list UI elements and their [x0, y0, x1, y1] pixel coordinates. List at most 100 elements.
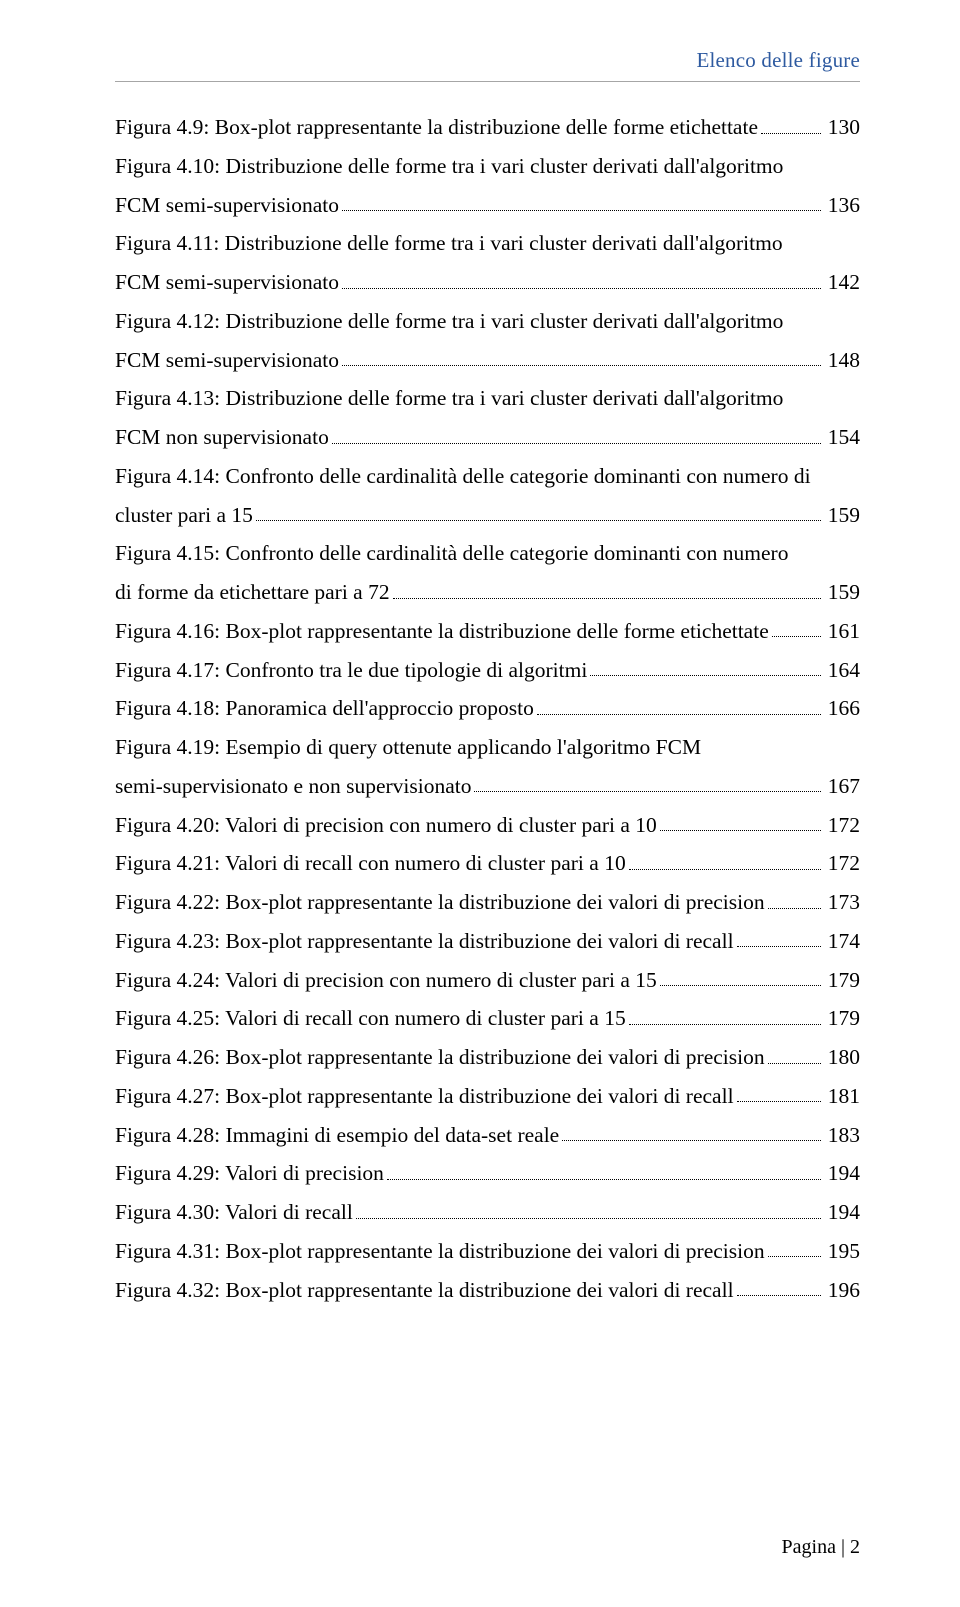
toc-entry-text: Figura 4.17: Confronto tra le due tipolo… [115, 659, 587, 682]
toc-entry: Figura 4.18: Panoramica dell'approccio p… [115, 697, 860, 720]
toc-entry-text: Figura 4.18: Panoramica dell'approccio p… [115, 697, 534, 720]
toc-entry-page: 167 [824, 775, 860, 798]
toc-entry-text: Figura 4.27: Box-plot rappresentante la … [115, 1085, 734, 1108]
toc-entry: Figura 4.29: Valori di precision 194 [115, 1162, 860, 1185]
toc-entry: Figura 4.28: Immagini di esempio del dat… [115, 1124, 860, 1147]
toc-entry-line1: Figura 4.10: Distribuzione delle forme t… [115, 155, 860, 178]
toc-entry: Figura 4.24: Valori di precision con num… [115, 969, 860, 992]
toc-entry-text: Figura 4.29: Valori di precision [115, 1162, 384, 1185]
toc-leader [629, 868, 821, 870]
toc-entry-line1: Figura 4.12: Distribuzione delle forme t… [115, 310, 860, 333]
toc-leader [768, 907, 821, 909]
toc-leader [393, 597, 821, 599]
footer-page-number: 2 [850, 1536, 860, 1558]
toc-leader [537, 713, 821, 715]
toc-entry-text: semi-supervisionato e non supervisionato [115, 775, 471, 798]
toc-entry: Figura 4.13: Distribuzione delle forme t… [115, 387, 860, 448]
toc-leader [342, 209, 821, 211]
footer-separator: | [841, 1536, 850, 1558]
toc-entry-text: FCM semi-supervisionato [115, 194, 339, 217]
toc-entry-line2: FCM semi-supervisionato 148 [115, 349, 860, 372]
toc-entry: Figura 4.22: Box-plot rappresentante la … [115, 891, 860, 914]
toc-entry: Figura 4.21: Valori di recall con numero… [115, 852, 860, 875]
toc-entry-page: 172 [824, 852, 860, 875]
toc-entry-text: Figura 4.20: Valori di precision con num… [115, 814, 657, 837]
toc-entry-page: 166 [824, 697, 860, 720]
toc-entry: Figura 4.30: Valori di recall194 [115, 1201, 860, 1224]
toc-entry: Figura 4.9: Box-plot rappresentante la d… [115, 116, 860, 139]
toc-entry-text: Figura 4.23: Box-plot rappresentante la … [115, 930, 734, 953]
toc-entry-page: 172 [824, 814, 860, 837]
toc-entry: Figura 4.14: Confronto delle cardinalità… [115, 465, 860, 526]
toc-leader [562, 1139, 821, 1141]
toc-leader [387, 1178, 821, 1180]
toc-entry-page: 174 [824, 930, 860, 953]
list-of-figures: Figura 4.9: Box-plot rappresentante la d… [115, 116, 860, 1301]
toc-entry: Figura 4.31: Box-plot rappresentante la … [115, 1240, 860, 1263]
toc-leader [768, 1062, 821, 1064]
toc-entry-line2: semi-supervisionato e non supervisionato… [115, 775, 860, 798]
toc-entry: Figura 4.10: Distribuzione delle forme t… [115, 155, 860, 216]
toc-entry-page: 194 [824, 1162, 860, 1185]
toc-entry: Figura 4.11: Distribuzione delle forme t… [115, 232, 860, 293]
toc-entry-page: 136 [824, 194, 860, 217]
toc-leader [590, 674, 820, 676]
toc-leader [356, 1217, 821, 1219]
toc-entry-text: FCM semi-supervisionato [115, 349, 339, 372]
toc-entry-page: 179 [824, 1007, 860, 1030]
page-container: Elenco delle figure Figura 4.9: Box-plot… [0, 0, 960, 1607]
toc-leader [332, 442, 821, 444]
toc-entry-page: 183 [824, 1124, 860, 1147]
toc-entry-line2: cluster pari a 15159 [115, 504, 860, 527]
toc-entry-text: Figura 4.24: Valori di precision con num… [115, 969, 657, 992]
toc-entry-text: Figura 4.22: Box-plot rappresentante la … [115, 891, 765, 914]
toc-entry-page: 164 [824, 659, 860, 682]
toc-entry-text: FCM non supervisionato [115, 426, 329, 449]
toc-entry-line2: FCM semi-supervisionato 136 [115, 194, 860, 217]
footer-prefix: Pagina [782, 1536, 841, 1558]
toc-entry-line2: di forme da etichettare pari a 72 159 [115, 581, 860, 604]
toc-entry-page: 154 [824, 426, 860, 449]
toc-entry-text: Figura 4.32: Box-plot rappresentante la … [115, 1279, 734, 1302]
toc-leader [660, 984, 821, 986]
toc-entry: Figura 4.25: Valori di recall con numero… [115, 1007, 860, 1030]
toc-leader [660, 829, 821, 831]
toc-entry-page: 161 [824, 620, 860, 643]
toc-entry: Figura 4.32: Box-plot rappresentante la … [115, 1279, 860, 1302]
toc-entry-page: 159 [824, 581, 860, 604]
toc-entry: Figura 4.19: Esempio di query ottenute a… [115, 736, 860, 797]
toc-entry-page: 148 [824, 349, 860, 372]
toc-entry-page: 159 [824, 504, 860, 527]
toc-entry-line2: FCM non supervisionato 154 [115, 426, 860, 449]
toc-entry-text: di forme da etichettare pari a 72 [115, 581, 390, 604]
toc-entry: Figura 4.20: Valori di precision con num… [115, 814, 860, 837]
toc-entry-text: Figura 4.31: Box-plot rappresentante la … [115, 1240, 765, 1263]
toc-leader [474, 790, 820, 792]
page-footer: Pagina | 2 [782, 1536, 860, 1559]
toc-entry: Figura 4.17: Confronto tra le due tipolo… [115, 659, 860, 682]
toc-leader [737, 1294, 821, 1296]
toc-leader [737, 945, 821, 947]
toc-entry-line1: Figura 4.11: Distribuzione delle forme t… [115, 232, 860, 255]
toc-entry-line1: Figura 4.14: Confronto delle cardinalità… [115, 465, 860, 488]
toc-leader [761, 132, 821, 134]
toc-entry: Figura 4.15: Confronto delle cardinalità… [115, 542, 860, 603]
toc-entry-text: Figura 4.30: Valori di recall [115, 1201, 353, 1224]
toc-leader [256, 519, 821, 521]
toc-entry: Figura 4.23: Box-plot rappresentante la … [115, 930, 860, 953]
toc-entry-line2: FCM semi-supervisionato142 [115, 271, 860, 294]
toc-entry-text: Figura 4.16: Box-plot rappresentante la … [115, 620, 769, 643]
toc-entry-text: Figura 4.9: Box-plot rappresentante la d… [115, 116, 758, 139]
toc-entry-page: 195 [824, 1240, 860, 1263]
toc-entry-text: Figura 4.21: Valori di recall con numero… [115, 852, 626, 875]
toc-leader [342, 364, 821, 366]
toc-entry-text: Figura 4.26: Box-plot rappresentante la … [115, 1046, 765, 1069]
toc-leader [737, 1100, 821, 1102]
toc-entry-page: 173 [824, 891, 860, 914]
toc-entry-line1: Figura 4.13: Distribuzione delle forme t… [115, 387, 860, 410]
toc-entry-text: Figura 4.28: Immagini di esempio del dat… [115, 1124, 559, 1147]
toc-entry-text: Figura 4.25: Valori di recall con numero… [115, 1007, 626, 1030]
page-header: Elenco delle figure [115, 48, 860, 82]
toc-leader [629, 1023, 821, 1025]
toc-entry-line1: Figura 4.15: Confronto delle cardinalità… [115, 542, 860, 565]
